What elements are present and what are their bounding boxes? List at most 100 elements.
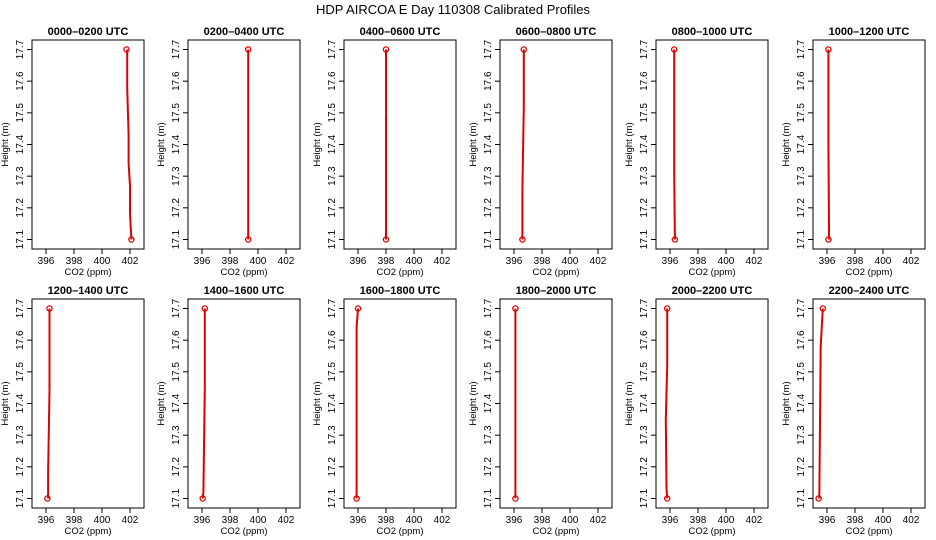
y-tick-label: 17.1 <box>327 488 338 508</box>
chart-panels: 0000–0200 UTC 396 398 400 402 17.1 17.2 17.3 17.… <box>0 26 926 537</box>
x-tick-label: 402 <box>122 515 139 526</box>
x-tick-label: 402 <box>278 256 295 267</box>
x-tick-label: 396 <box>194 256 211 267</box>
profile-point <box>520 46 528 53</box>
y-tick-label: 17.6 <box>171 330 182 350</box>
y-tick-label: 17.7 <box>796 39 807 59</box>
x-tick-label: 398 <box>534 256 551 267</box>
y-axis-label: Height (m) <box>468 381 479 425</box>
y-tick-label: 17.4 <box>483 393 494 413</box>
y-tick-label: 17.3 <box>639 166 650 186</box>
x-tick-label: 398 <box>690 256 707 267</box>
panel-1: 0200–0400 UTC 396 398 400 402 17.1 17.2 17.3 17.… <box>156 26 301 278</box>
panel-7: 1400–1600 UTC 396 398 400 402 17.1 17.2 17.3 17.… <box>156 285 301 537</box>
x-axis-label: CO2 (ppm) <box>377 267 424 278</box>
y-tick-label: 17.6 <box>796 71 807 91</box>
x-axis-label: CO2 (ppm) <box>846 267 893 278</box>
y-tick-label: 17.1 <box>15 488 26 508</box>
panel-title: 1200–1400 UTC <box>48 285 129 297</box>
profile-point <box>199 495 206 502</box>
y-tick-label: 17.5 <box>483 103 494 123</box>
y-axis-label: Height (m) <box>312 381 323 425</box>
x-tick-label: 396 <box>819 256 836 267</box>
x-tick-label: 396 <box>819 515 836 526</box>
y-tick-label: 17.2 <box>15 198 26 218</box>
profile-point <box>671 236 679 243</box>
y-tick-label: 17.4 <box>15 393 26 413</box>
panel-title: 2200–2400 UTC <box>829 285 910 297</box>
x-tick-label: 402 <box>746 256 763 267</box>
x-axis-label: CO2 (ppm) <box>533 267 580 278</box>
profile-point <box>815 495 822 502</box>
x-tick-label: 398 <box>66 256 83 267</box>
profile-segment <box>202 387 206 493</box>
profile-segment <box>126 87 130 136</box>
y-tick-label: 17.2 <box>796 198 807 218</box>
panel-title: 0200–0400 UTC <box>204 26 285 38</box>
panel-3: 0600–0800 UTC 396 398 400 402 17.1 17.2 17.3 17.… <box>468 26 613 278</box>
panel-title: 1800–2000 UTC <box>516 285 597 297</box>
profile-segment <box>673 176 676 240</box>
y-tick-label: 17.6 <box>639 330 650 350</box>
panel-title: 0000–0200 UTC <box>48 26 129 38</box>
profile-point <box>44 495 51 502</box>
y-tick-label: 17.5 <box>327 362 338 382</box>
y-tick-label: 17.5 <box>15 362 26 382</box>
y-tick-label: 17.3 <box>796 425 807 445</box>
y-tick-label: 17.2 <box>171 198 182 218</box>
x-tick-label: 400 <box>250 256 267 267</box>
y-tick-label: 17.1 <box>483 488 494 508</box>
y-tick-label: 17.6 <box>483 330 494 350</box>
x-axis-label: CO2 (ppm) <box>65 526 112 537</box>
panel-6: 1200–1400 UTC 396 398 400 402 17.1 17.2 17.3 17.… <box>0 285 145 537</box>
y-tick-label: 17.4 <box>171 134 182 154</box>
y-tick-label: 17.5 <box>327 103 338 123</box>
x-axis-label: CO2 (ppm) <box>65 267 112 278</box>
y-tick-label: 17.3 <box>483 166 494 186</box>
y-tick-label: 17.3 <box>796 166 807 186</box>
x-tick-label: 398 <box>847 515 864 526</box>
y-axis-label: Height (m) <box>0 381 11 425</box>
y-tick-label: 17.7 <box>639 39 650 59</box>
y-tick-label: 17.7 <box>15 298 26 318</box>
x-tick-label: 396 <box>506 256 523 267</box>
panel-0: 0000–0200 UTC 396 398 400 402 17.1 17.2 17.3 17.… <box>0 26 145 278</box>
x-tick-label: 396 <box>38 256 55 267</box>
y-tick-label: 17.6 <box>15 71 26 91</box>
y-tick-label: 17.3 <box>327 425 338 445</box>
y-tick-label: 17.5 <box>796 362 807 382</box>
x-tick-label: 402 <box>278 515 295 526</box>
x-tick-label: 398 <box>66 515 83 526</box>
y-axis-label: Height (m) <box>468 122 479 166</box>
x-axis-label: CO2 (ppm) <box>221 526 268 537</box>
x-axis-label: CO2 (ppm) <box>377 526 424 537</box>
profile-segment <box>129 214 133 240</box>
y-tick-label: 17.7 <box>15 39 26 59</box>
panel-title: 0800–1000 UTC <box>672 26 753 38</box>
panel-title: 1000–1200 UTC <box>829 26 910 38</box>
profile-point <box>354 305 362 312</box>
y-tick-label: 17.7 <box>483 39 494 59</box>
x-tick-label: 400 <box>94 515 111 526</box>
profile-point <box>201 305 209 312</box>
y-tick-label: 17.7 <box>327 298 338 318</box>
x-tick-label: 400 <box>250 515 267 526</box>
y-tick-label: 17.6 <box>171 71 182 91</box>
x-axis-label: CO2 (ppm) <box>689 526 736 537</box>
y-tick-label: 17.6 <box>15 330 26 350</box>
x-tick-label: 398 <box>378 256 395 267</box>
profile-point <box>825 236 832 243</box>
x-tick-label: 396 <box>194 515 211 526</box>
profile-point <box>819 305 827 312</box>
panel-10: 2000–2200 UTC 396 398 400 402 17.1 17.2 17.3 17.… <box>624 285 769 537</box>
y-tick-label: 17.6 <box>796 330 807 350</box>
x-tick-label: 398 <box>222 515 239 526</box>
panel-9: 1800–2000 UTC 396 398 400 402 17.1 17.2 17.3 17.… <box>468 285 613 537</box>
figure-title: HDP AIRCOA E Day 110308 Calibrated Profi… <box>316 2 591 17</box>
x-tick-label: 396 <box>350 515 367 526</box>
panel-title: 1600–1800 UTC <box>360 285 441 297</box>
x-tick-label: 402 <box>590 256 607 267</box>
x-axis-label: CO2 (ppm) <box>533 526 580 537</box>
